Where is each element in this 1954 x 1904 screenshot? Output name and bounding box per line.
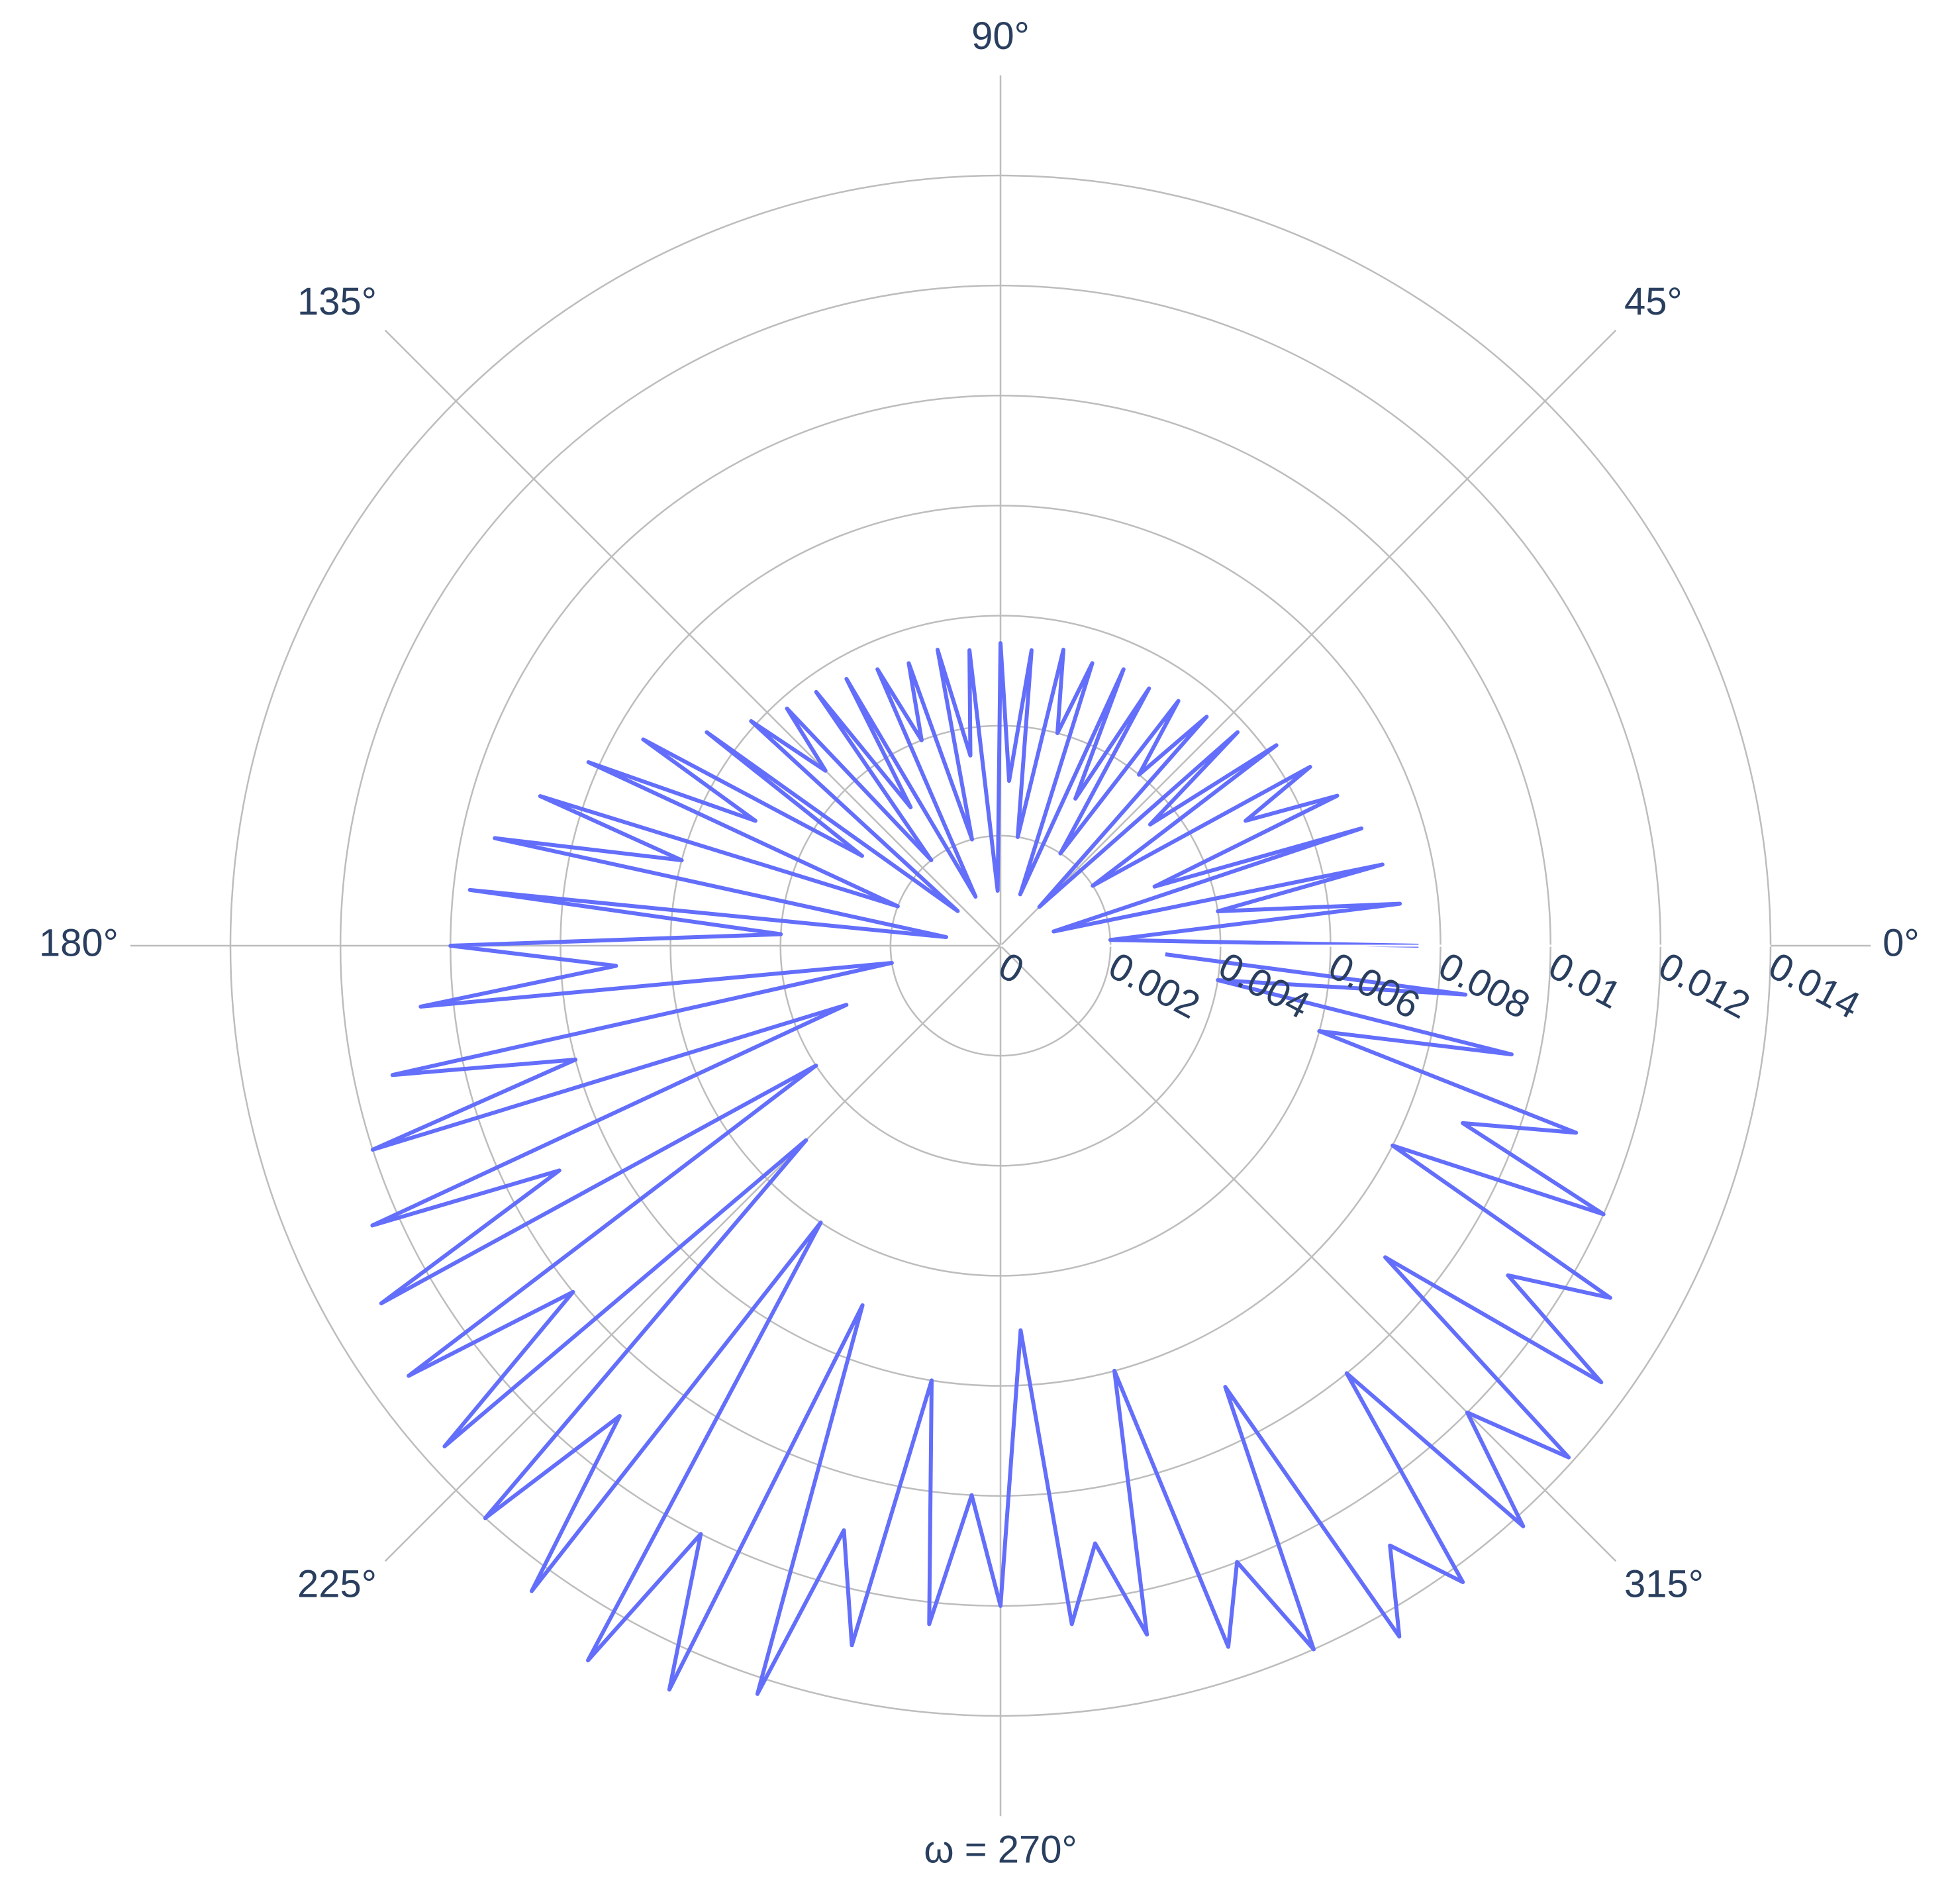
angular-tick-label: 225° <box>297 1562 377 1605</box>
angular-grid-line <box>1000 329 1617 946</box>
radial-tick-label: 0.008 <box>1432 944 1537 1028</box>
angular-tick-label: 0° <box>1882 921 1919 964</box>
angular-tick-label: 90° <box>971 15 1030 58</box>
angular-grid-line <box>384 329 1001 946</box>
radial-tick-label: 0.012 <box>1652 944 1757 1028</box>
data-layer <box>370 641 1612 1696</box>
angular-tick-label: 135° <box>297 280 377 323</box>
angular-tick-label: ω = 270° <box>924 1829 1077 1872</box>
radial-tick-label: 0.004 <box>1212 944 1317 1028</box>
angular-grid-line <box>384 945 1001 1562</box>
angular-tick-label: 180° <box>39 921 119 964</box>
axis-layer: 0°45°90°135°180°225°ω = 270°315°0 0.002 0.… <box>39 15 1920 1871</box>
radial-tick-label: 0.006 <box>1322 944 1427 1028</box>
radial-tick-label: 0.01 <box>1541 944 1628 1017</box>
radial-tick-label: 0 <box>992 944 1031 993</box>
data-line <box>370 641 1612 1696</box>
angular-tick-label: 45° <box>1624 280 1683 323</box>
angular-tick-label: 315° <box>1624 1562 1704 1605</box>
radial-tick-label: 0.014 <box>1762 944 1867 1028</box>
angular-grid-line <box>1000 945 1617 1562</box>
